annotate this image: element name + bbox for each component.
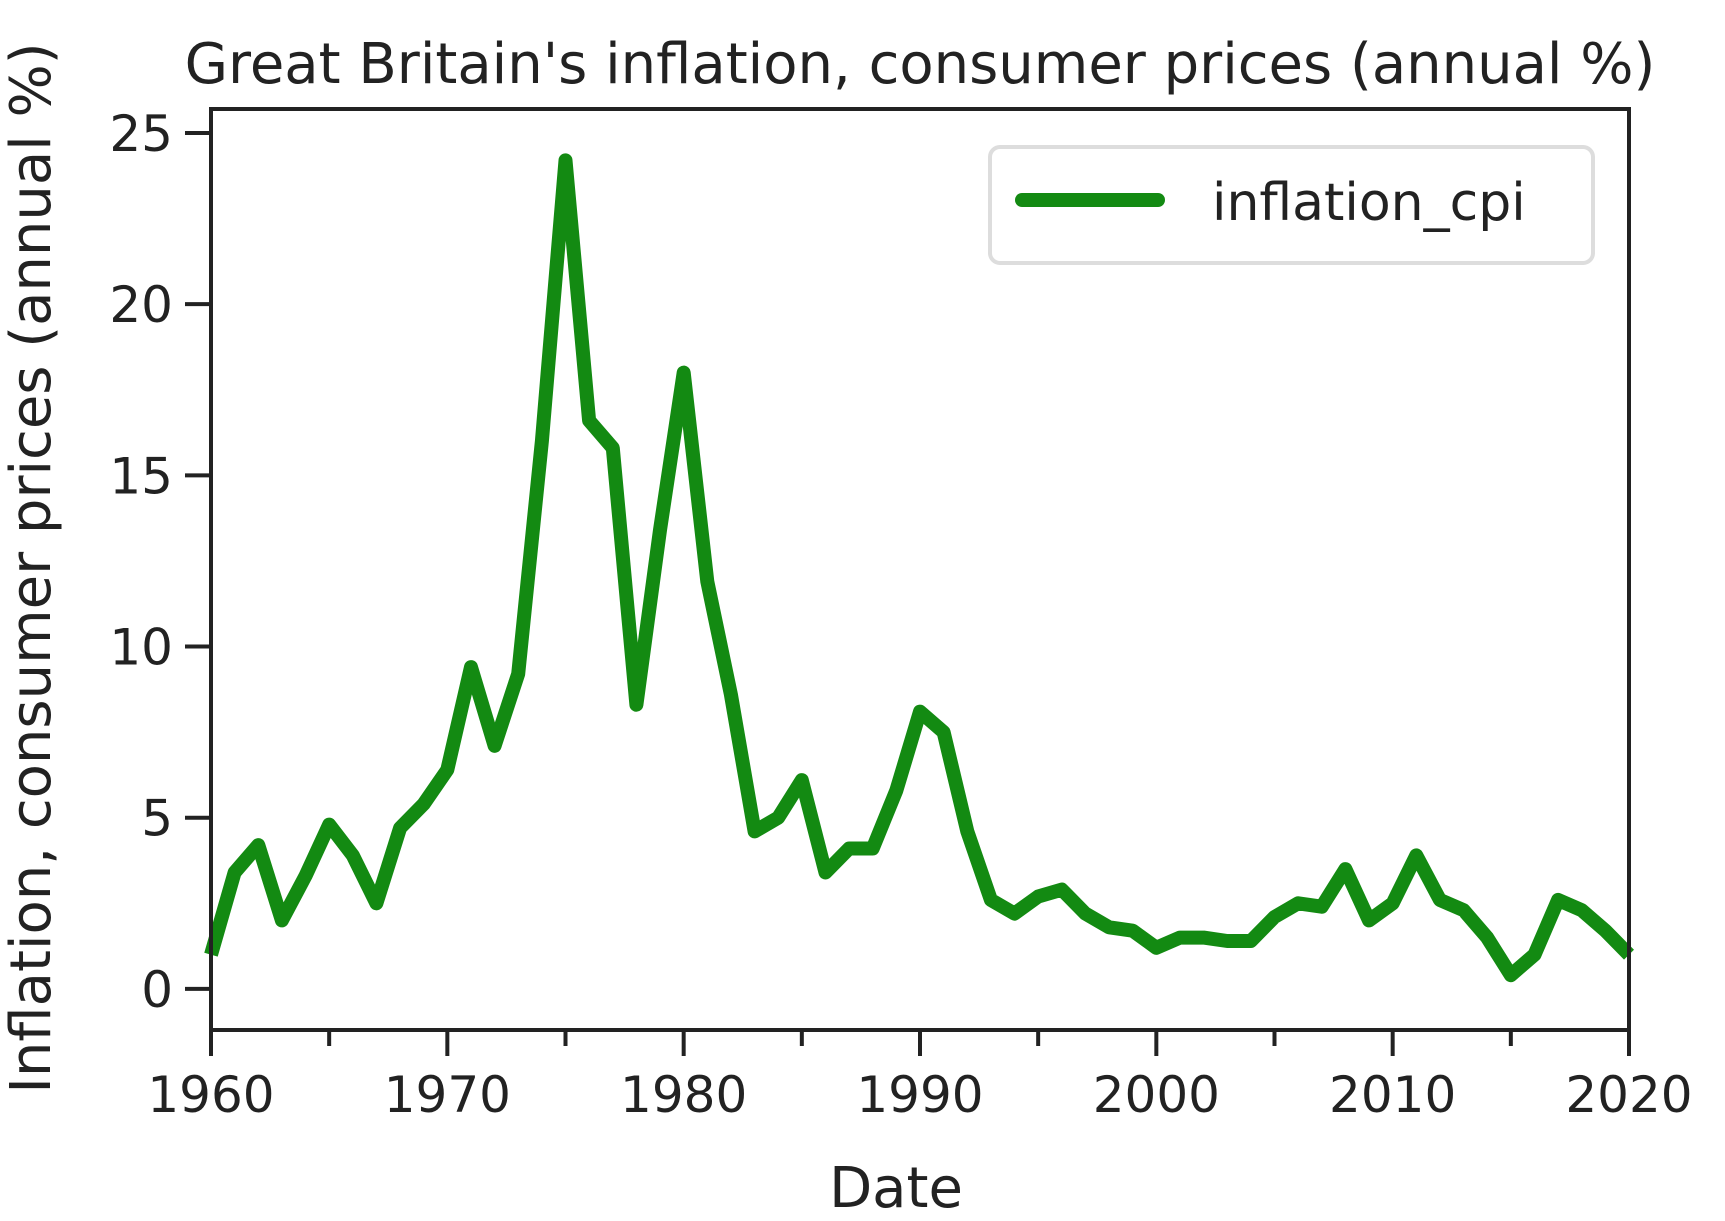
x-tick-label: 1960 xyxy=(147,1066,274,1124)
y-tick-label: 15 xyxy=(109,447,173,505)
y-axis-ticks: 0 5 10 15 20 25 xyxy=(109,105,211,1019)
y-axis-label: Inflation, consumer prices (annual %) xyxy=(0,42,64,1093)
x-axis-label: Date xyxy=(829,1156,963,1221)
legend: inflation_cpi xyxy=(990,147,1593,263)
y-tick-label: 10 xyxy=(109,619,173,677)
y-tick-label: 0 xyxy=(141,961,173,1019)
x-tick-label: 1980 xyxy=(620,1066,747,1124)
y-tick-label: 5 xyxy=(141,790,173,848)
x-tick-label: 2000 xyxy=(1093,1066,1220,1124)
series-line-inflation-cpi xyxy=(211,160,1629,975)
x-tick-label: 2010 xyxy=(1329,1066,1456,1124)
x-tick-label: 2020 xyxy=(1565,1066,1692,1124)
y-tick-label: 20 xyxy=(109,276,173,334)
series-layer xyxy=(211,160,1629,975)
x-tick-label: 1970 xyxy=(384,1066,511,1124)
x-axis-ticks: 1960 1970 1980 1990 2000 2010 2020 xyxy=(147,1030,1692,1124)
chart-title: Great Britain's inflation, consumer pric… xyxy=(185,32,1656,97)
y-tick-label: 25 xyxy=(109,105,173,163)
legend-label-inflation-cpi: inflation_cpi xyxy=(1212,173,1526,233)
x-tick-label: 1990 xyxy=(856,1066,983,1124)
